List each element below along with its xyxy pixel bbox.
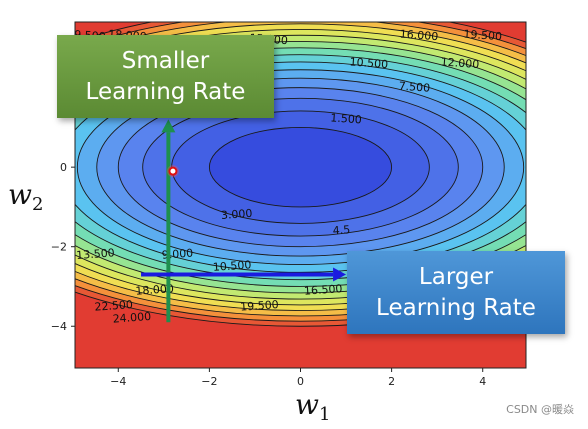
- contour-label: 7.500: [398, 80, 430, 95]
- contour-label: 10.500: [212, 258, 251, 274]
- x-tick-label: 4: [479, 375, 486, 388]
- contour-line: [75, 34, 526, 300]
- x-tick-label: 2: [388, 375, 395, 388]
- y-axis-label: w2: [8, 178, 43, 215]
- larger-learning-rate-callout: Larger Learning Rate: [347, 251, 565, 334]
- contour-label: 3.000: [221, 207, 253, 222]
- watermark: CSDN @暖焱: [506, 403, 574, 416]
- contour-line: [75, 22, 526, 317]
- contour-label: 4.5: [332, 223, 350, 237]
- contour-line: [75, 40, 526, 294]
- x-axis-label: w1: [295, 388, 330, 425]
- contour-label: 18.000: [135, 282, 174, 298]
- contour-label: 12.000: [440, 55, 479, 71]
- contour-label: 16.000: [399, 28, 438, 44]
- contour-line: [75, 61, 526, 273]
- contour-line: [75, 47, 526, 287]
- contour-label: 24.000: [112, 310, 151, 326]
- contour-line: [117, 87, 484, 248]
- contour-line: [142, 97, 459, 237]
- contour-line: [75, 23, 526, 311]
- start-point: [168, 166, 178, 176]
- contour-line: [96, 77, 505, 257]
- contour-label: 1.500: [330, 111, 362, 126]
- x-tick-label: −4: [110, 375, 126, 388]
- contour-label: 10.500: [349, 55, 388, 71]
- y-tick-label: −4: [51, 320, 67, 333]
- y-tick-label: −2: [51, 241, 67, 254]
- contour-band: [209, 127, 392, 207]
- y-tick-label: 0: [60, 161, 67, 174]
- smaller-learning-rate-callout: Smaller Learning Rate: [57, 35, 274, 118]
- contour-label: 16.500: [304, 282, 343, 298]
- contour-line: [75, 22, 526, 327]
- contour-line: [76, 69, 525, 266]
- x-tick-label: −2: [201, 375, 217, 388]
- contour-label: 22.500: [94, 298, 133, 314]
- contour-line: [75, 54, 526, 281]
- horizontal-path-arrowhead: [333, 267, 347, 282]
- contour-line: [208, 126, 393, 208]
- contour-label: 13.500: [76, 246, 115, 262]
- contour-label: 19.500: [463, 28, 502, 44]
- contour-line: [75, 22, 526, 322]
- x-tick-label: 0: [297, 375, 304, 388]
- contour-label: 19.500: [240, 298, 279, 314]
- contour-line: [75, 28, 526, 306]
- contour-label: 9.000: [161, 247, 193, 262]
- vertical-path-arrowhead: [161, 119, 176, 133]
